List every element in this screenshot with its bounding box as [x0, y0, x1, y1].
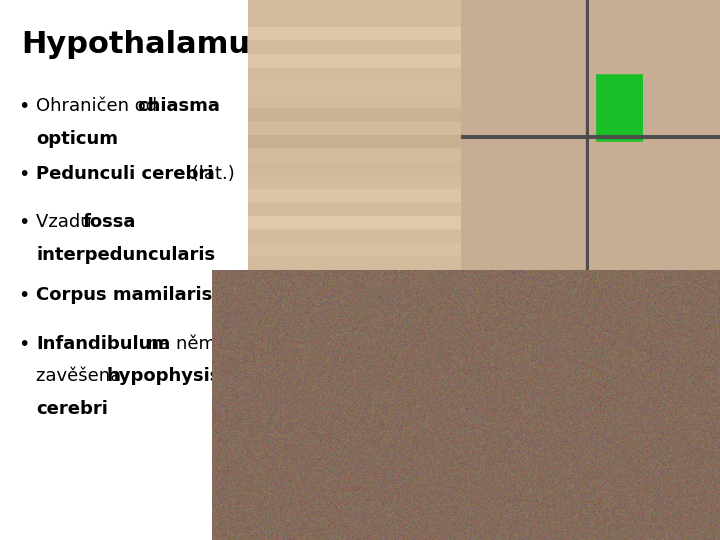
- Text: chiasma: chiasma: [138, 97, 220, 115]
- Text: opticum: opticum: [36, 130, 118, 147]
- Text: •: •: [18, 286, 30, 305]
- Text: •: •: [18, 213, 30, 232]
- Text: Corpus mamilaris: Corpus mamilaris: [36, 286, 212, 304]
- Text: zhonglibrary.china.com: zhonglibrary.china.com: [313, 235, 426, 245]
- Text: Pedunculi cerebri: Pedunculi cerebri: [36, 165, 213, 183]
- Text: (lat.): (lat.): [186, 165, 234, 183]
- Text: interpeduncularis: interpeduncularis: [36, 246, 215, 264]
- Text: na něm: na něm: [142, 335, 215, 353]
- Text: zavěšena: zavěšena: [36, 367, 127, 385]
- Text: Infandibulum: Infandibulum: [36, 335, 170, 353]
- Text: •: •: [18, 335, 30, 354]
- Text: fossa: fossa: [83, 213, 136, 231]
- Text: hypophysis: hypophysis: [107, 367, 220, 385]
- Text: Hypothalamus:: Hypothalamus:: [22, 30, 281, 59]
- Text: •: •: [18, 97, 30, 116]
- Text: Vzadu: Vzadu: [36, 213, 97, 231]
- Text: •: •: [18, 165, 30, 184]
- Text: cerebri: cerebri: [36, 400, 108, 417]
- Text: Ohraničen od: Ohraničen od: [36, 97, 163, 115]
